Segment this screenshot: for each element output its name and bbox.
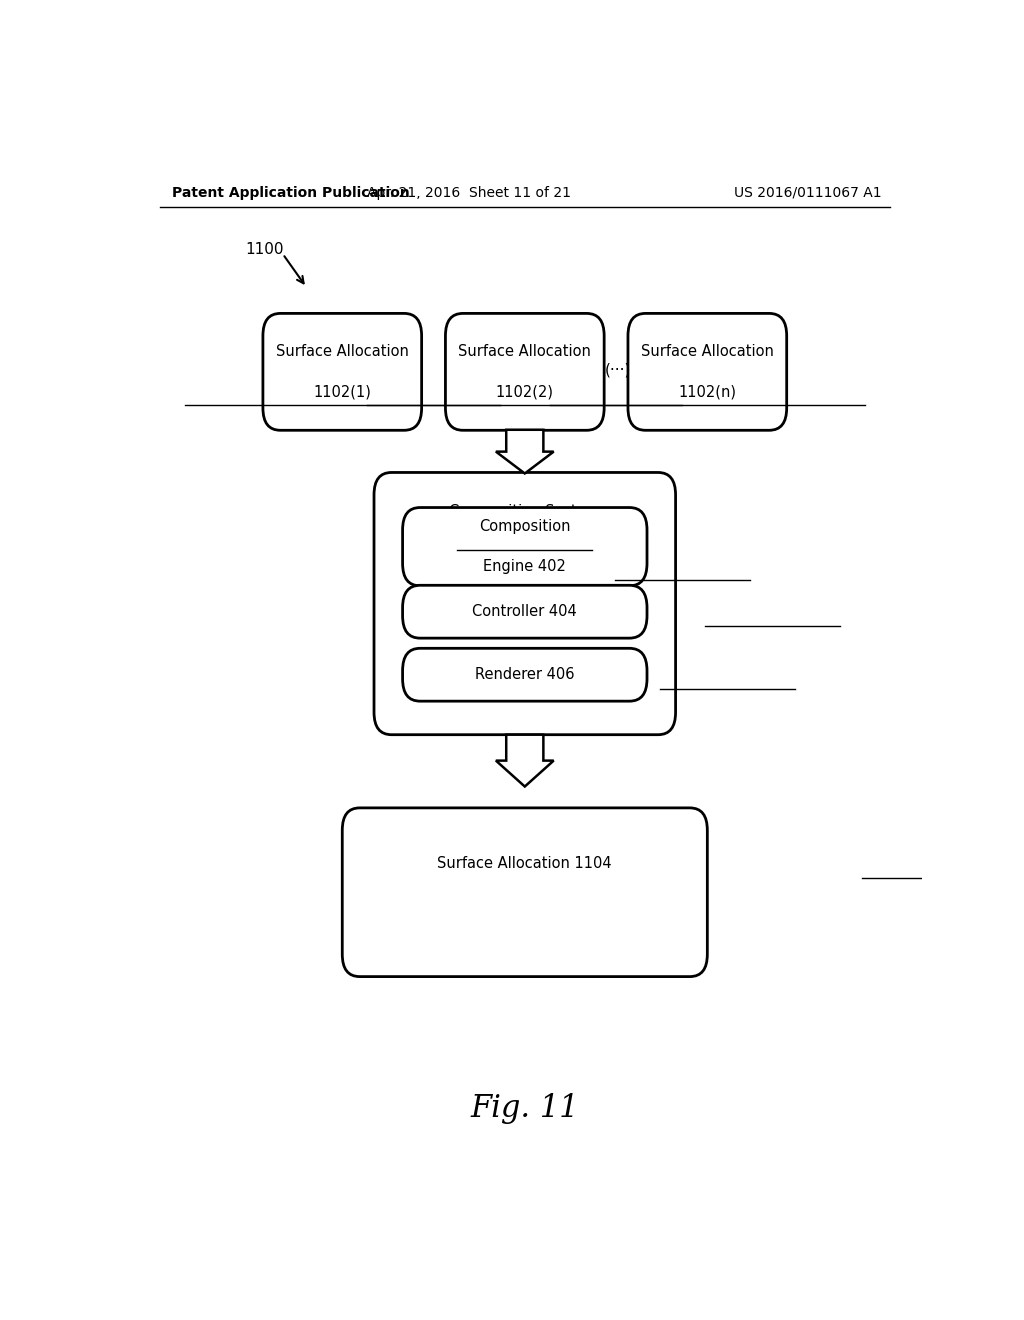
Text: (···): (···)	[604, 362, 631, 378]
Text: Patent Application Publication: Patent Application Publication	[172, 186, 410, 199]
Text: 114: 114	[511, 529, 539, 544]
FancyBboxPatch shape	[374, 473, 676, 735]
Text: Surface Allocation 1104: Surface Allocation 1104	[437, 857, 612, 871]
Text: 1102(2): 1102(2)	[496, 384, 554, 400]
Polygon shape	[496, 735, 554, 787]
FancyBboxPatch shape	[342, 808, 708, 977]
Text: 1102(1): 1102(1)	[313, 384, 372, 400]
Text: Composition: Composition	[479, 519, 570, 533]
FancyBboxPatch shape	[402, 648, 647, 701]
Text: Apr. 21, 2016  Sheet 11 of 21: Apr. 21, 2016 Sheet 11 of 21	[368, 186, 571, 199]
FancyBboxPatch shape	[445, 313, 604, 430]
Text: US 2016/0111067 A1: US 2016/0111067 A1	[734, 186, 882, 199]
FancyBboxPatch shape	[402, 585, 647, 638]
Text: Engine 402: Engine 402	[483, 560, 566, 574]
Text: Surface Allocation: Surface Allocation	[459, 345, 591, 359]
Text: 1102(n): 1102(n)	[678, 384, 736, 400]
Text: Controller 404: Controller 404	[472, 605, 578, 619]
Text: Renderer 406: Renderer 406	[475, 667, 574, 682]
Text: Surface Allocation: Surface Allocation	[641, 345, 774, 359]
Text: Fig. 11: Fig. 11	[470, 1093, 580, 1125]
FancyBboxPatch shape	[628, 313, 786, 430]
Text: Composition System: Composition System	[450, 504, 600, 519]
FancyBboxPatch shape	[263, 313, 422, 430]
Text: 1100: 1100	[246, 243, 284, 257]
Polygon shape	[496, 430, 554, 474]
Text: Surface Allocation: Surface Allocation	[275, 345, 409, 359]
FancyBboxPatch shape	[402, 507, 647, 586]
